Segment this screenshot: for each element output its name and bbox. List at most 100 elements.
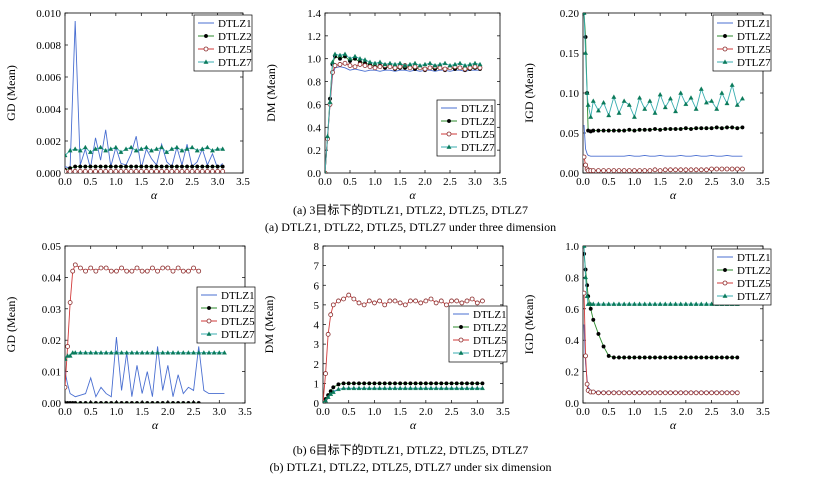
point-dtlz2 [647,127,652,132]
point-dtlz2 [591,317,596,322]
point-dtlz7 [143,144,149,150]
point-dtlz7 [201,350,207,355]
y-tick-label: 0.00 [42,398,62,410]
point-dtlz5 [342,60,348,66]
point-dtlz5 [704,167,709,173]
point-dtlz2 [480,381,485,386]
point-dtlz2 [439,381,444,386]
point-dtlz5 [325,331,331,337]
point-dtlz7 [351,385,357,391]
point-dtlz5 [155,268,160,274]
point-dtlz5 [418,300,424,306]
point-dtlz5 [668,390,673,396]
legend-marker [203,46,209,52]
series-line-dtlz5 [325,62,481,173]
point-dtlz5 [149,169,154,173]
x-tick-label: 1.5 [393,176,407,188]
point-dtlz5 [154,169,159,173]
point-dtlz2 [611,128,616,133]
point-dtlz7 [165,350,171,355]
point-dtlz2 [398,381,403,386]
point-dtlz7 [642,106,648,111]
point-dtlz7 [335,386,341,392]
legend-marker [723,268,728,273]
point-dtlz5 [740,166,745,172]
point-dtlz2 [114,401,119,403]
point-dtlz5 [83,268,88,274]
legend-marker [458,350,464,355]
point-dtlz7 [595,301,601,306]
point-dtlz2 [113,164,118,169]
point-dtlz5 [734,390,740,396]
point-dtlz2 [195,164,200,169]
point-dtlz5 [584,381,590,387]
point-dtlz5 [673,167,678,173]
point-dtlz7 [739,95,745,101]
point-dtlz5 [601,168,606,173]
x-tick-label: 3.0 [211,176,225,188]
point-dtlz5 [70,268,76,274]
y-tick-label: 0.006 [36,72,61,84]
x-tick-label: 1.5 [653,176,667,188]
point-dtlz7 [191,350,197,355]
x-tick-label: 0.0 [576,406,590,418]
point-dtlz7 [149,350,155,355]
point-dtlz2 [434,381,439,386]
y-tick-label: 0.6 [307,99,321,111]
point-dtlz5 [601,390,606,396]
point-dtlz7 [464,385,470,391]
point-dtlz5 [215,169,220,173]
point-dtlz7 [179,147,185,153]
point-dtlz5 [114,268,119,274]
point-dtlz2 [93,401,98,403]
point-dtlz2 [78,401,83,403]
x-tick-label: 3.5 [496,406,510,418]
point-dtlz5 [626,168,632,173]
point-dtlz5 [662,390,668,396]
point-dtlz5 [72,262,78,268]
point-dtlz5 [673,390,678,396]
legend-marker [206,331,212,336]
point-dtlz2 [109,401,114,403]
point-dtlz5 [199,169,205,173]
point-dtlz2 [176,401,181,403]
x-tick-label: 0.5 [602,176,616,188]
point-dtlz2 [155,401,160,403]
series-group [65,20,226,173]
point-dtlz2 [185,164,190,169]
point-dtlz5 [709,390,714,396]
point-dtlz7 [216,350,222,355]
x-tick-label: 1.5 [134,176,148,188]
y-tick-label: 1.0 [565,241,579,253]
legend-marker [206,318,212,324]
point-dtlz2 [341,381,346,386]
legend-label-dtlz2: DTLZ2 [461,116,495,128]
legend-marker [722,293,728,298]
point-dtlz5 [77,169,83,173]
y-axis-label: DM (Mean) [262,296,276,354]
point-dtlz5 [683,167,689,173]
point-dtlz5 [408,298,413,304]
point-dtlz7 [387,385,393,391]
point-dtlz7 [637,95,643,100]
point-dtlz5 [108,268,114,274]
point-dtlz7 [683,301,689,306]
point-dtlz2 [658,127,663,132]
point-dtlz5 [724,390,730,396]
legend-label-dtlz1: DTLZ1 [218,18,252,30]
y-tick-label: 0.05 [560,128,580,140]
point-dtlz7 [82,144,88,150]
point-dtlz7 [93,146,98,151]
point-dtlz5 [668,167,673,173]
point-dtlz5 [179,169,185,173]
point-dtlz5 [596,390,601,396]
point-dtlz2 [159,164,164,169]
point-dtlz2 [632,355,637,360]
x-axis-label: α [151,188,158,202]
point-dtlz2 [606,353,611,358]
point-dtlz5 [397,64,403,70]
x-tick-label: 0.5 [84,406,98,418]
point-dtlz7 [637,301,643,306]
x-tick-label: 0.0 [316,406,330,418]
